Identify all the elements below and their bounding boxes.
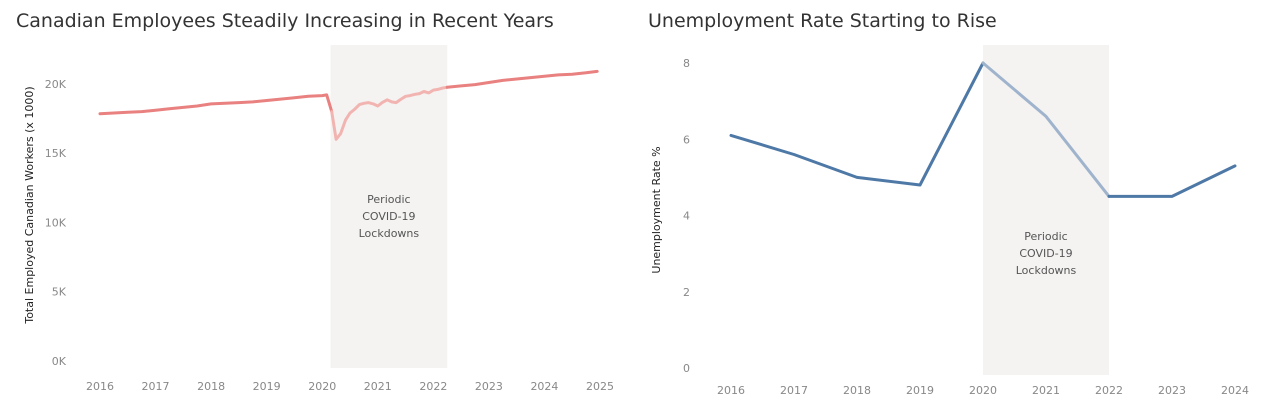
- x-tick-label: 2018: [843, 384, 871, 397]
- x-tick-label: 2023: [475, 380, 503, 393]
- x-tick-label: 2024: [1221, 384, 1249, 397]
- x-tick-label: 2022: [419, 380, 447, 393]
- series-line-lockdown-segment: [981, 61, 1111, 198]
- series-line: [98, 93, 334, 116]
- y-tick-label: 6: [683, 133, 690, 146]
- x-tick-label: 2021: [1032, 384, 1060, 397]
- series-line-lockdown-segment: [330, 85, 449, 141]
- y-tick-label: 10K: [45, 216, 67, 229]
- x-tick-label: 2018: [197, 380, 225, 393]
- chart-title: Canadian Employees Steadily Increasing i…: [16, 10, 554, 32]
- x-tick-label: 2020: [308, 380, 336, 393]
- x-tick-label: 2016: [86, 380, 114, 393]
- lockdown-annotation: Periodic COVID-19 Lockdowns: [359, 193, 420, 240]
- lockdown-shaded-region: [983, 45, 1109, 375]
- x-tick-label: 2016: [717, 384, 745, 397]
- x-tick-label: 2025: [586, 380, 614, 393]
- series-line: [445, 69, 599, 89]
- employees-line-chart: Periodic COVID-19 Lockdowns 0K 5K 10K 15K 20K 20…: [23, 45, 614, 393]
- x-tick-label: 2022: [1095, 384, 1123, 397]
- y-axis-label: Total Employed Canadian Workers (x 1000): [23, 86, 36, 324]
- y-tick-label: 5K: [52, 286, 67, 299]
- lockdown-shaded-region: [330, 45, 448, 368]
- x-tick-label: 2024: [530, 380, 558, 393]
- employees-chart-panel: Canadian Employees Steadily Increasing i…: [16, 10, 614, 393]
- x-tick-label: 2019: [906, 384, 934, 397]
- y-axis-label: Unemployment Rate %: [650, 146, 663, 273]
- lockdown-annotation: Periodic COVID-19 Lockdowns: [1016, 230, 1077, 277]
- chart-title: Unemployment Rate Starting to Rise: [648, 10, 997, 32]
- y-tick-label: 0K: [52, 355, 67, 368]
- x-tick-label: 2019: [253, 380, 281, 393]
- x-tick-label: 2021: [364, 380, 392, 393]
- x-tick-label: 2020: [969, 384, 997, 397]
- x-tick-label: 2017: [142, 380, 170, 393]
- y-tick-label: 0: [683, 362, 690, 375]
- x-tick-label: 2023: [1158, 384, 1186, 397]
- y-tick-label: 20K: [45, 78, 67, 91]
- y-tick-label: 15K: [45, 147, 67, 160]
- y-tick-label: 4: [683, 210, 690, 223]
- series-line: [729, 61, 985, 187]
- series-line: [1107, 164, 1237, 198]
- y-tick-label: 8: [683, 57, 690, 70]
- unemployment-chart-panel: Unemployment Rate Starting to Rise Perio…: [640, 0, 1279, 406]
- y-tick-label: 2: [683, 286, 690, 299]
- x-tick-label: 2017: [780, 384, 808, 397]
- unemployment-line-chart: Periodic COVID-19 Lockdowns 0 2 4 6 8 2016 2017 20…: [650, 45, 1249, 397]
